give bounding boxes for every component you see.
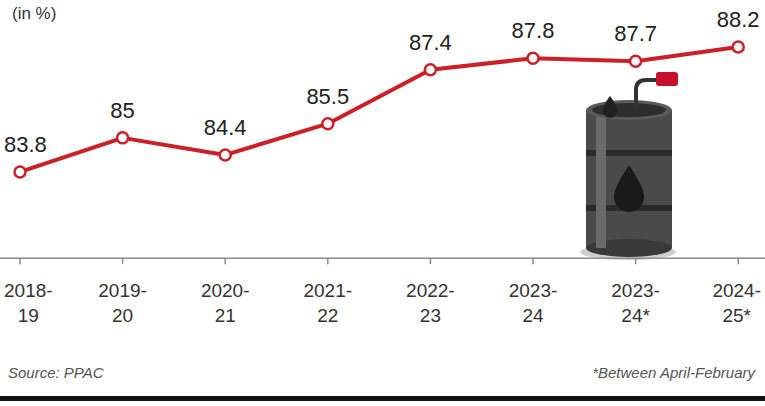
x-tick — [430, 258, 432, 264]
x-axis — [0, 257, 765, 259]
data-label: 85 — [110, 98, 134, 123]
data-label: 84.4 — [204, 115, 247, 140]
line — [20, 47, 738, 172]
data-label: 88.2 — [717, 7, 760, 32]
x-tick-label: 2021-22 — [303, 280, 352, 326]
x-tick — [224, 258, 226, 264]
x-tick — [327, 258, 329, 264]
data-label: 83.8 — [4, 132, 47, 157]
marker — [322, 118, 333, 129]
x-tick — [737, 258, 739, 264]
barrel-icon — [580, 72, 678, 260]
x-tick-label: 2023-24* — [611, 280, 660, 326]
data-label: 87.8 — [512, 18, 555, 43]
marker — [733, 41, 744, 52]
marker — [117, 132, 128, 143]
x-tick-label: 2020-21 — [201, 280, 250, 326]
marker — [425, 64, 436, 75]
x-tick-label: 2018-19 — [4, 280, 53, 326]
x-tick — [635, 258, 637, 264]
marker — [220, 149, 231, 160]
note: *Between April-February — [592, 364, 756, 381]
source: Source: PPAC — [8, 364, 104, 381]
x-tick-label: 2023-24 — [509, 280, 558, 326]
chart: (in %) 2018-19 2019-20 2020-21 2021-22 2022-2… — [0, 0, 765, 406]
plot-area — [15, 41, 744, 177]
x-tick-label: 2022-23 — [406, 280, 455, 326]
x-tick-label: 2024-25* — [712, 280, 761, 326]
bottom-rule — [0, 396, 765, 401]
y-label: (in %) — [12, 4, 56, 23]
data-label: 87.7 — [614, 21, 657, 46]
data-label: 85.5 — [306, 84, 349, 109]
x-tick — [532, 258, 534, 264]
x-tick — [122, 258, 124, 264]
marker — [630, 56, 641, 67]
x-tick-label: 2019-20 — [98, 280, 147, 326]
x-tick — [19, 258, 21, 264]
data-label: 87.4 — [409, 30, 452, 55]
marker — [15, 166, 26, 177]
marker — [528, 53, 539, 64]
